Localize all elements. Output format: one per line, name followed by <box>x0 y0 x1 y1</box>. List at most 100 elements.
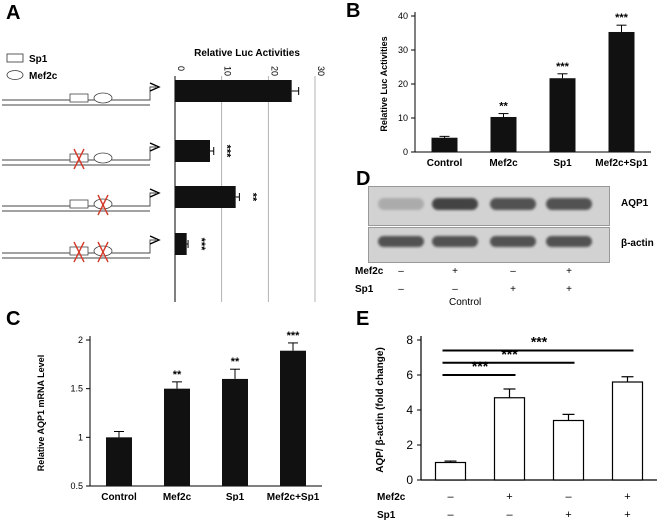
blot-treatment-mark: + <box>566 266 572 277</box>
mutation-x-sp1-icon <box>73 148 85 170</box>
chart-b-significance: ** <box>499 101 508 113</box>
chart-b-category-label: Mef2c <box>489 158 518 169</box>
blot-treatment-mark: – <box>398 284 404 295</box>
panel-letter-e: E <box>356 308 370 330</box>
chart-b-y-tick-label: 30 <box>398 45 408 55</box>
legend-sp1-symbol <box>6 53 24 63</box>
chart-b-category-label: Control <box>427 158 463 169</box>
chart-e-treatment-mark: – <box>506 509 513 521</box>
chart-e-treatment-mark: + <box>624 491 630 503</box>
blot-treatment-mark: + <box>566 284 572 295</box>
chart-a-significance: ** <box>246 193 258 202</box>
chart-c-bar-mef2c <box>164 388 190 486</box>
western-blot: AQP1 β-actin Mef2c Sp1 Control – + – + – – + + <box>355 184 671 326</box>
blot-band <box>546 236 592 247</box>
blot-band <box>378 198 424 210</box>
chart-b-y-tick-label: 10 <box>398 113 408 123</box>
blot-label-aqp1: AQP1 <box>621 198 649 209</box>
chart-b-category-label: Mef2c+Sp1 <box>595 158 648 169</box>
chart-b-luc-activities: 0 10 20 30 40 Relative Luc Activities Control *… <box>379 11 651 169</box>
chart-e-bar-mef2c-sp1 <box>611 381 644 481</box>
panel-letter-a: A <box>6 2 21 24</box>
chart-e-aqp-actin-ratio: 0 2 4 6 8 AQP/ β-actin (fold change) *** *** ***… <box>375 333 657 521</box>
construct-arrow-icon <box>149 142 161 152</box>
chart-e-comparison-label: *** <box>472 358 489 374</box>
blot-treatment-mark: + <box>452 266 458 277</box>
blot-band <box>490 236 536 247</box>
construct-mef2c-site <box>93 92 113 104</box>
chart-e-treatment-mark: + <box>506 491 512 503</box>
chart-e-y-axis-label: AQP/ β-actin (fold change) <box>375 347 386 473</box>
chart-e-y-tick-label: 0 <box>406 473 413 487</box>
chart-e-bar-sp1 <box>552 419 585 481</box>
construct-sp1-site <box>69 93 89 103</box>
chart-e-treatment-label-sp1: Sp1 <box>377 510 396 521</box>
chart-e-treatment-label-mef2c: Mef2c <box>377 492 406 503</box>
chart-c-y-tick-label: 1.5 <box>70 384 83 394</box>
chart-e-comparison-label: *** <box>531 334 548 350</box>
chart-b-y-tick-label: 20 <box>398 79 408 89</box>
construct-sp1-site <box>69 199 89 209</box>
construct-arrow-icon <box>149 82 161 92</box>
chart-b-significance: *** <box>615 12 629 24</box>
chart-c-category-label: Mef2c+Sp1 <box>267 492 320 501</box>
chart-a-bar <box>175 233 187 255</box>
chart-e-comparison-label: *** <box>501 346 518 362</box>
construct-mef2c-site <box>93 152 113 164</box>
blot-band <box>432 198 478 210</box>
chart-c-y-tick-label: 0.5 <box>70 481 83 491</box>
chart-e-y-tick-label: 2 <box>406 438 413 452</box>
panel-letter-b: B <box>346 0 361 22</box>
chart-e-bar-control <box>434 461 467 481</box>
blot-treatment-mark: – <box>452 284 458 295</box>
chart-c-bar-control <box>106 437 132 486</box>
chart-b-category-label: Sp1 <box>553 158 572 169</box>
chart-a-title: Relative Luc Activities <box>194 48 300 59</box>
chart-c-category-label: Sp1 <box>226 492 245 501</box>
chart-c-significance: ** <box>173 369 182 381</box>
blot-treatment-mark: – <box>510 266 516 277</box>
blot-treatment-label-sp1: Sp1 <box>355 284 374 295</box>
chart-e-y-tick-label: 8 <box>406 333 413 347</box>
chart-e-y-tick-label: 6 <box>406 368 413 382</box>
blot-band <box>378 236 424 247</box>
chart-a-tick-label: 20 <box>269 66 279 76</box>
mutation-x-mef2c-icon <box>97 194 109 216</box>
chart-e-treatment-mark: + <box>624 509 630 521</box>
blot-treatment-mark: – <box>398 266 404 277</box>
legend-sp1-label: Sp1 <box>29 54 48 65</box>
blot-band <box>490 198 536 210</box>
chart-a-tick-label: 10 <box>223 66 233 76</box>
legend-mef2c-label: Mef2c <box>29 71 58 82</box>
chart-e-treatment-mark: – <box>447 491 454 503</box>
chart-e-y-tick-label: 4 <box>406 403 413 417</box>
chart-e-treatment-mark: – <box>447 509 454 521</box>
chart-c-significance: ** <box>231 356 240 368</box>
construct-arrow-icon <box>149 188 161 198</box>
chart-a-tick-label: 0 <box>176 66 186 71</box>
panel-letter-c: C <box>6 308 21 330</box>
chart-c-y-axis-label: Relative AQP1 mRNA Level <box>36 355 46 471</box>
chart-b-y-tick-label: 40 <box>398 11 408 21</box>
chart-a-bar <box>175 140 210 162</box>
panel-letter-d: D <box>356 168 371 190</box>
chart-c-significance: *** <box>287 330 301 342</box>
chart-b-bar-mef2c <box>490 116 517 152</box>
chart-e-treatment-mark: – <box>565 491 572 503</box>
chart-b-significance: *** <box>556 61 570 73</box>
chart-c-bar-sp1 <box>222 378 248 486</box>
mutation-x-sp1-icon <box>73 241 85 263</box>
chart-a-bar <box>175 186 236 208</box>
chart-a-bar <box>175 80 292 102</box>
chart-e-treatment-mark: + <box>565 509 571 521</box>
chart-c-y-tick-label: 2 <box>78 335 83 345</box>
legend-mef2c-symbol <box>6 70 24 80</box>
chart-b-bar-mef2c-sp1 <box>608 31 635 153</box>
blot-control-label: Control <box>449 297 482 308</box>
chart-c-bar-mef2c-sp1 <box>280 350 306 486</box>
blot-treatment-label-mef2c: Mef2c <box>355 266 384 277</box>
blot-band <box>546 198 592 210</box>
chart-c-y-tick-label: 1 <box>78 432 83 442</box>
chart-c-aqp1-mrna: 0.5 1 1.5 2 Relative AQP1 mRNA Level Control *… <box>36 330 322 501</box>
chart-b-y-tick-label: 0 <box>403 147 408 157</box>
